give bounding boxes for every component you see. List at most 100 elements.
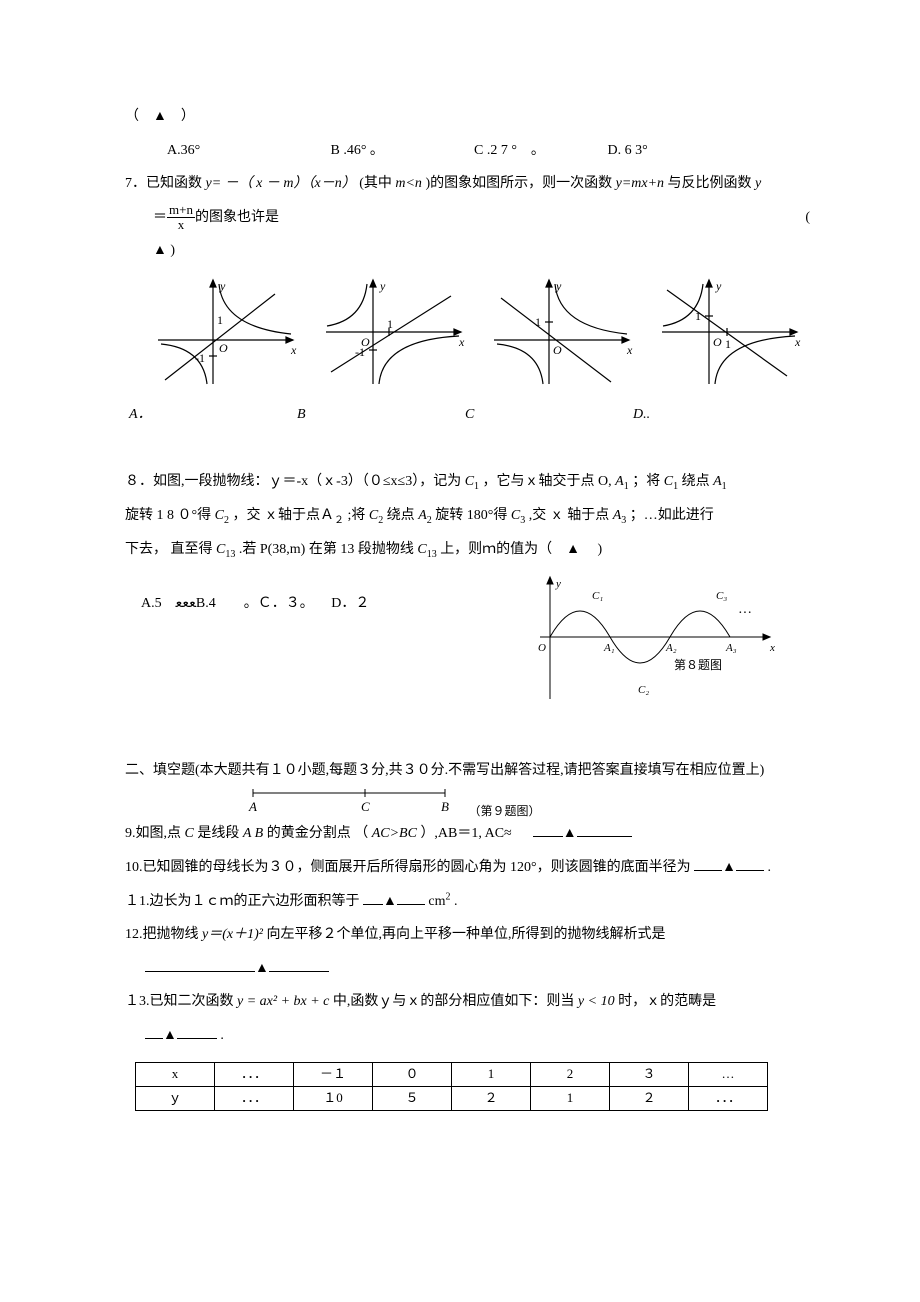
q8-row: A.5 ﻌﻌﻌB.4 。Ｃ．３。 D．２ O y x A₁ A₂ A₃ C₁ C… [125,567,810,721]
q7-tail2: 与反比例函数 [668,176,756,191]
svg-text:x: x [290,343,297,357]
q8-l1b: ，它与ｘ轴交于点 O, [483,474,616,489]
q8-l2f: ,交 ｘ 轴于点 [529,508,610,523]
q11-suf: . [454,894,458,909]
q8-c2: C [215,508,224,523]
q7-stem-line2: ＝m+nx的图象也许是 ( [125,201,810,235]
svg-text:A₁: A₁ [603,642,615,654]
q6-opt-c: C .2 7 ° 。 [474,134,604,168]
q8-a1: A [615,474,624,489]
svg-text:-1: -1 [195,351,205,365]
q7-stem-line1: 7．已知函数 y= －（ x － m）（x－n） (其中 m<n )的图象如图所… [125,167,810,201]
q8-l1c: ；将 [632,474,660,489]
q8-fig-caption: 第８题图 [674,658,722,672]
q8-a1-sub: 1 [624,481,629,492]
q13-tri [163,1019,177,1053]
q13-suf: . [220,1028,224,1043]
q7-frac: m+nx [167,203,195,233]
q7-graph-labels: A． B C D.. [125,398,810,432]
q7-graph-d: y x O 1 1 [647,272,807,392]
td-7: ．．． [689,1087,768,1111]
q8-l2a: 旋转 1 8 ０°得 [125,508,215,523]
th-3: ０ [373,1063,452,1087]
q8-l2d: 绕点 [387,508,415,523]
q8-c13b: C [417,542,426,557]
q7-frac-den: x [167,218,195,232]
q8-a1b-sub: 1 [722,481,727,492]
q13-b: 中,函数ｙ与ｘ的部分相应值如下：则当 [333,994,575,1009]
q13-a: １3.已知二次函数 [125,994,234,1009]
q7-label-a: A． [125,398,297,432]
q8-c13s: 13 [225,549,235,560]
q7-yvar: y [755,176,761,191]
q12-blank-line [125,952,810,986]
q8-a3: A [613,508,622,523]
q9-acbc: AC>BC [372,826,417,841]
svg-text:A₂: A₂ [665,642,677,654]
q8-a2s: ２ [334,515,344,526]
svg-text:1: 1 [217,313,223,327]
q8-c13: C [216,542,225,557]
td-2: １0 [294,1087,373,1111]
q13-table: x ．．． －１ ０ 1 2 ３ … ｙ ．．． １0 ５ ２ 1 ２ ．．． [135,1062,768,1111]
svg-text:y: y [379,279,386,293]
th-7: … [689,1063,768,1087]
svg-text:1: 1 [535,315,541,329]
q7-blank-line: ▲ ) [125,234,810,268]
q6-opt-d: D. 6 3° [608,134,648,168]
q11-sup: 2 [445,891,450,902]
q9-C: C [185,826,194,841]
q8-c1: C [465,474,474,489]
q8-l2g: ；…如此进行 [630,508,714,523]
q8-l2c: ;将 [347,508,365,523]
q8-l2b: ，交 ｘ轴于点Ａ [232,508,334,523]
svg-text:x: x [626,343,633,357]
q6-blank: （ ▲ ） [125,100,810,134]
th-5: 2 [531,1063,610,1087]
q8-stem-l3: 下去， 直至得 C13 .若 P(38,m) 在第 13 段抛物线 C13 上，… [125,533,810,567]
q7-frac-num: m+n [167,203,195,218]
svg-text:C₂: C₂ [638,684,649,696]
q13-text: １3.已知二次函数 y = ax² + bx + c 中,函数ｙ与ｘ的部分相应值… [125,985,810,1019]
q6-opt-a: A.36° [167,134,327,168]
q8-c2b: C [369,508,378,523]
q8-l1d: 绕点 [682,474,714,489]
svg-text:-1: -1 [355,345,365,359]
q8-figure: O y x A₁ A₂ A₃ C₁ C₂ C₃ ··· 第８题图 [522,567,782,707]
svg-text:O: O [219,341,228,355]
q9-a: 9.如图,点 [125,826,185,841]
td-3: ５ [373,1087,452,1111]
q11-tri [383,885,397,919]
td-y: ｙ [136,1087,215,1111]
q10-suf: . [767,860,771,875]
q9-segment-fig: A C B [245,787,465,813]
q8-options: A.5 ﻌﻌﻌB.4 。Ｃ．３。 D．２ [125,587,522,621]
svg-text:C₃: C₃ [716,590,727,602]
svg-text:O: O [713,335,722,349]
q8-l1a: ８．如图,一段抛物线：ｙ＝-x（ｘ-3）（０≤x≤3），记为 [125,474,461,489]
q7-label-d: D.. [633,398,650,432]
q11-a: １1.边长为１ｃｍ的正六边形面积等于 [125,894,360,909]
q7-graph-a: y x O -1 1 [143,272,303,392]
svg-text:y: y [715,279,722,293]
svg-text:x: x [769,642,775,654]
svg-text:1: 1 [695,309,701,323]
q7-linear: y=mx+n [616,176,664,191]
q12-f: y＝(x＋1)² [202,927,263,942]
q8-c1b-sub: 1 [673,481,678,492]
q6-options: A.36° B .46° 。 C .2 7 ° 。 D. 6 3° [125,134,810,168]
q8-c2-sub: 2 [224,515,229,526]
svg-text:x: x [458,335,465,349]
q8-a2bs: 2 [427,515,432,526]
q7-prefix: 7．已知函数 [125,176,202,191]
svg-text:O: O [553,343,562,357]
q7-formula: y= －（ x － m）（x－n） [206,176,356,191]
th-4: 1 [452,1063,531,1087]
section2-header: 二、填空题(本大题共有１０小题,每题３分,共３０分.不需写出解答过程,请把答案直… [125,754,810,788]
th-x: x [136,1063,215,1087]
q9-fig-caption: （第９题图） [469,804,541,818]
svg-text:···: ··· [738,606,752,621]
svg-text:y: y [555,279,562,293]
q8-stem-l2: 旋转 1 8 ０°得 C2 ，交 ｘ轴于点Ａ２ ;将 C2 绕点 A2 旋转 1… [125,499,810,533]
q7-mid: (其中 [359,176,392,191]
